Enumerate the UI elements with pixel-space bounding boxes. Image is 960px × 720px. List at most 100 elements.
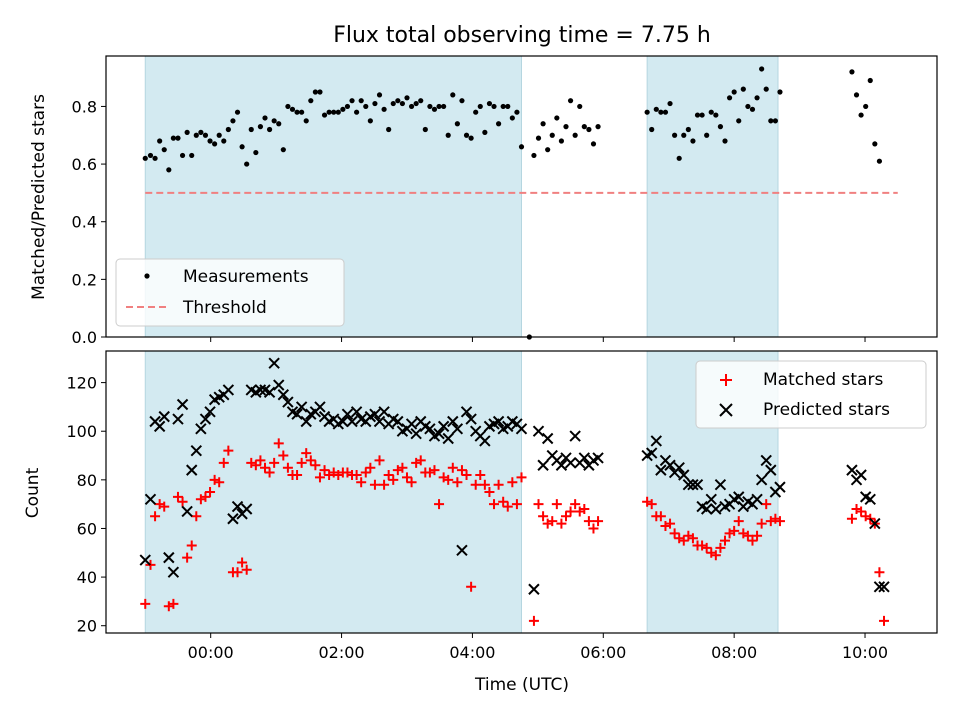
measurement-point (459, 98, 465, 104)
predicted-point (369, 408, 381, 420)
predicted-point (451, 423, 464, 435)
shaded-interval (144, 350, 522, 634)
matched-point (452, 477, 463, 488)
matched-point (547, 516, 558, 527)
predicted-point (176, 398, 189, 411)
matched-point (574, 506, 585, 517)
predicted-point (564, 457, 577, 469)
matched-point (874, 567, 885, 578)
predicted-point (282, 396, 294, 408)
predicted-point (163, 551, 175, 564)
y-tick-label: 0.8 (72, 97, 97, 116)
matched-point (516, 472, 527, 483)
measurement-point (694, 112, 701, 118)
matched-point (269, 457, 280, 468)
measurement-point (853, 92, 860, 98)
measurement-point (777, 89, 783, 95)
bottom-legend: Matched stars Predicted stars (695, 360, 927, 429)
matched-point (710, 550, 721, 561)
matched-point (756, 518, 767, 529)
measurement-point (486, 100, 493, 107)
predicted-point (337, 415, 349, 428)
matched-point (846, 513, 857, 524)
measurement-point (717, 124, 724, 130)
matched-point (140, 598, 151, 609)
measurement-point (672, 132, 678, 138)
measurement-point (736, 118, 742, 124)
matched-point (593, 516, 604, 527)
predicted-point (760, 454, 772, 467)
predicted-point (592, 452, 604, 464)
measurement-point (763, 86, 769, 92)
measurement-point (731, 89, 737, 95)
measurement-point (413, 100, 419, 107)
measurement-point (175, 135, 181, 141)
matched-point (551, 499, 562, 510)
y-tick-label: 120 (66, 374, 97, 393)
predicted-point (405, 418, 418, 430)
bottom-x-ticks: 00:00 02:00 04:00 06:00 08:00 10:00 (188, 633, 888, 662)
measurement-point (667, 100, 673, 107)
predicted-point (199, 413, 212, 425)
y-tick-label: 40 (77, 568, 97, 587)
matched-point (150, 511, 161, 522)
measurement-point (427, 103, 433, 110)
matched-point (484, 487, 495, 497)
x-tick-label: 02:00 (319, 643, 365, 662)
measurement-point (867, 77, 873, 84)
matched-point (570, 499, 581, 510)
predicted-point (437, 420, 450, 433)
predicted-point (541, 432, 554, 445)
bottom-y-axis-label: Count (23, 467, 43, 518)
predicted-point (655, 464, 667, 476)
matched-point (878, 615, 889, 626)
matched-point (356, 477, 367, 488)
matched-point (365, 462, 376, 473)
legend-matched-label: Matched stars (763, 370, 883, 390)
predicted-point (314, 401, 326, 413)
matched-point (282, 462, 293, 473)
matched-point (237, 557, 248, 568)
measurement-point (463, 132, 470, 138)
predicted-point (705, 493, 717, 506)
measurement-point (431, 106, 438, 112)
matched-point (507, 477, 518, 488)
predicted-point (869, 517, 881, 530)
measurement-point (299, 109, 305, 115)
measurement-point (354, 109, 360, 115)
measurement-point (271, 118, 277, 124)
predicted-point (268, 357, 280, 369)
matched-point (669, 528, 680, 539)
matched-point (250, 460, 261, 471)
predicted-point (650, 435, 662, 447)
measurement-point (234, 109, 241, 115)
measurement-point (745, 103, 751, 110)
measurement-point (308, 98, 314, 104)
matched-point (742, 530, 753, 541)
y-tick-label: 0.2 (72, 270, 97, 289)
measurement-point (289, 106, 296, 112)
matched-point (461, 469, 472, 480)
measurement-point (540, 121, 546, 127)
measurement-point (708, 109, 714, 115)
measurement-point (491, 103, 497, 110)
predicted-point (227, 513, 239, 525)
measurement-point (535, 135, 542, 141)
matched-point (205, 487, 216, 497)
matched-point (678, 535, 689, 546)
measurement-point (184, 129, 190, 135)
measurement-point (450, 92, 456, 98)
measurement-point (577, 103, 583, 110)
matched-point (447, 462, 458, 473)
top-y-ticks: 0.0 0.2 0.4 0.6 0.8 (72, 97, 106, 347)
measurement-point (468, 135, 474, 141)
measurement-point (699, 112, 705, 118)
measurement-point (545, 147, 551, 153)
predicted-point (460, 406, 473, 418)
measurement-point (849, 69, 855, 75)
measurement-point (768, 118, 774, 124)
legend-matched-marker (720, 374, 732, 386)
matched-point (470, 479, 481, 490)
matched-point (379, 479, 390, 490)
top-plot-marks (142, 66, 898, 340)
